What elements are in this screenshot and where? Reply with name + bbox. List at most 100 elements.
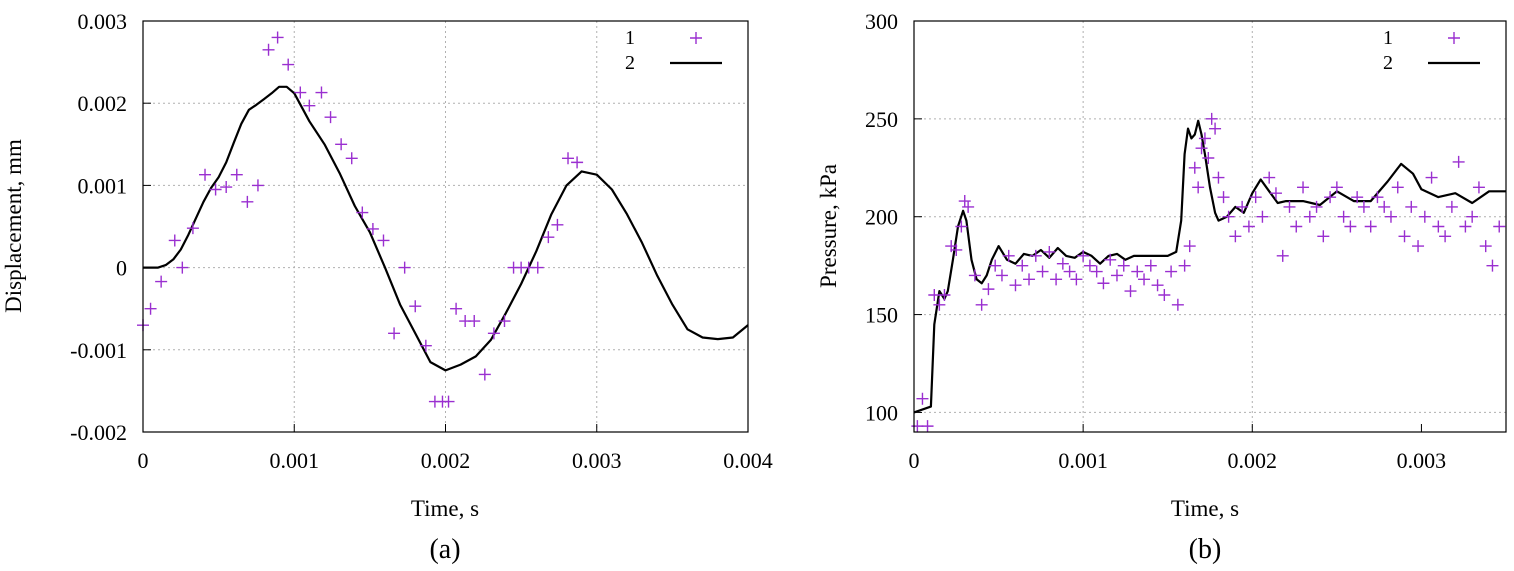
panel-b-experiment-point — [1117, 259, 1130, 272]
panel-a-experiment-point — [176, 261, 189, 274]
panel-b-experiment-point — [1178, 259, 1191, 272]
panel-b-experiment-point — [1131, 265, 1144, 278]
panel-b-experiment-point — [1070, 273, 1083, 286]
panel-b-experiment-point — [1378, 200, 1391, 213]
panel-b-experiment-point — [921, 420, 934, 433]
panel-b-experiment-point — [1263, 171, 1276, 184]
panel-b-caption: (b) — [1189, 534, 1222, 565]
panel-b-experiment-point — [1324, 191, 1337, 204]
panel-a-displacement-chart: 0 0.001 0.002 0.003 0.004 -0.002 -0.001 0 0.001 0… — [1, 9, 773, 565]
panel-a-y-tick-label: 0.002 — [78, 91, 128, 116]
panel-b-legend: 12 — [1383, 27, 1480, 74]
panel-b-experiment-point — [1337, 210, 1350, 223]
panel-b-experiment-point — [1236, 200, 1249, 213]
panel-a-experiment-point — [220, 181, 233, 194]
panel-b-legend-label-2: 2 — [1383, 52, 1393, 74]
panel-a-experiment-point — [251, 179, 264, 192]
panel-a-tick-labels: 0 0.001 0.002 0.003 0.004 -0.002 -0.001 0 0.001 0… — [70, 9, 773, 473]
panel-b-experiment-point — [1097, 277, 1110, 290]
panel-a-experiment-point — [241, 195, 254, 208]
panel-a-experiment-point — [551, 218, 564, 231]
panel-a-experiment-point — [468, 315, 481, 328]
panel-b-experiment-point — [982, 283, 995, 296]
panel-a-experiment-point — [442, 395, 455, 408]
panel-b-experiment-point — [1023, 273, 1036, 286]
panel-b-experiment-point — [1310, 200, 1323, 213]
panel-b-experiment-point — [1212, 171, 1225, 184]
panel-a-experiment-point — [271, 31, 284, 44]
panel-a-experiment-point — [262, 43, 275, 56]
panel-b-experiment-point — [1391, 181, 1404, 194]
panel-b-experiment-point — [1242, 220, 1255, 233]
panel-a-experiment-point — [303, 99, 316, 112]
panel-b-experiment-point — [1486, 259, 1499, 272]
panel-b-experiment-point — [1151, 279, 1164, 292]
panel-b-experiment-point — [1016, 259, 1029, 272]
panel-a-legend-marker-sample — [690, 32, 702, 44]
panel-a-experiment-point — [335, 138, 348, 151]
panel-a-experiment-point — [531, 261, 544, 274]
panel-b-experiment-point — [968, 269, 981, 282]
panel-b-y-tick-label: 250 — [865, 107, 898, 132]
panel-a-caption: (a) — [429, 534, 460, 565]
panel-a-experiment-point — [186, 222, 199, 235]
panel-a-x-tick-label: 0.003 — [572, 448, 622, 473]
panel-a-x-tick-label: 0 — [138, 448, 149, 473]
panel-b-experiment-point — [1344, 220, 1357, 233]
panel-a-experiment-point — [144, 302, 157, 315]
panel-b-experiment-point — [1229, 230, 1242, 243]
panel-b-experiment-point — [1209, 122, 1222, 135]
panel-a-y-tick-label: -0.002 — [70, 420, 127, 445]
panel-b-experiment-point — [928, 289, 941, 301]
panel-b-experiment-point — [1198, 132, 1211, 145]
panel-b-experiment-point — [1104, 253, 1117, 266]
panel-b-experiment-point — [1472, 181, 1485, 194]
panel-b-y-axis-label: Pressure, kPa — [816, 164, 841, 288]
panel-b-experiment-point — [1256, 210, 1269, 223]
panel-a-experiment-point — [315, 86, 328, 99]
panel-b-x-tick-label: 0.002 — [1228, 448, 1278, 473]
panel-a-experiment-point — [419, 339, 432, 352]
panel-b-experiment-point — [1202, 152, 1215, 164]
panel-b-experiment-point — [1384, 210, 1397, 223]
panel-b-experiment-point — [1077, 249, 1090, 262]
panel-b-experiment-point — [1357, 200, 1370, 213]
panel-a-experiment-point — [324, 111, 337, 124]
panel-b-experiment-point — [1330, 181, 1343, 194]
panel-b-experiment-point — [1364, 220, 1377, 233]
panel-b-experiment-point — [1479, 240, 1492, 253]
panel-b-tick-labels: 0 0.001 0.002 0.003 100 150 200 250 300 — [865, 9, 1446, 473]
panel-b-experiment-point — [1405, 200, 1418, 213]
panel-b-series-1-experiment-markers — [911, 112, 1506, 433]
panel-b-experiment-point — [1249, 191, 1262, 204]
panel-b-experiment-point — [1083, 259, 1096, 272]
panel-b-experiment-point — [1351, 191, 1364, 204]
panel-b-experiment-point — [1192, 181, 1205, 194]
panel-a-experiment-point — [168, 234, 181, 247]
panel-a-experiment-point — [366, 222, 379, 235]
panel-b-experiment-point — [1459, 220, 1472, 233]
panel-b-experiment-point — [1493, 220, 1506, 233]
panel-a-experiment-point — [542, 231, 555, 244]
panel-a-grid — [143, 21, 748, 432]
panel-b-experiment-point — [1412, 240, 1425, 253]
panel-b-experiment-point — [1009, 279, 1022, 292]
panel-a-x-tick-label: 0.002 — [421, 448, 471, 473]
panel-a-experiment-point — [155, 275, 168, 288]
panel-b-experiment-point — [1056, 257, 1069, 270]
panel-b-experiment-point — [1124, 285, 1137, 298]
panel-b-experiment-point — [1029, 249, 1042, 262]
panel-b-experiment-point — [1165, 265, 1178, 278]
panel-a-experiment-point — [478, 368, 491, 381]
panel-a-y-tick-label: 0.001 — [78, 173, 128, 198]
panel-a-experiment-point — [356, 206, 369, 219]
panel-b-y-tick-label: 150 — [865, 303, 898, 328]
panel-a-y-tick-label: 0.003 — [78, 9, 128, 34]
panel-b-experiment-point — [1183, 240, 1196, 253]
panel-b-experiment-point — [958, 195, 971, 208]
panel-b-experiment-point — [911, 420, 924, 433]
panel-b-experiment-point — [1398, 230, 1411, 243]
panel-b-legend-label-1: 1 — [1383, 27, 1393, 49]
panel-b-experiment-point — [1466, 210, 1479, 223]
